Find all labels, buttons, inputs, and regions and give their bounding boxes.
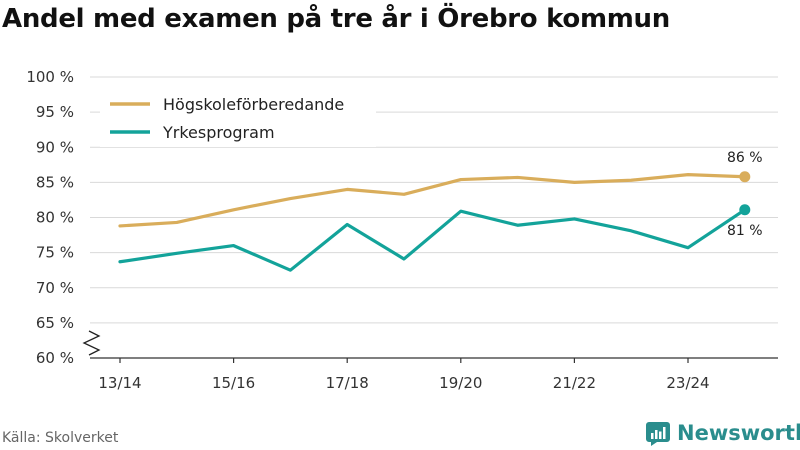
y-tick-label: 80 % xyxy=(36,209,74,227)
legend-label: Yrkesprogram xyxy=(162,123,275,142)
y-tick-label: 85 % xyxy=(36,173,74,191)
end-label-1: 86 % xyxy=(727,150,763,166)
series-endpoint-1 xyxy=(739,171,751,183)
y-tick-label: 70 % xyxy=(36,279,74,297)
legend-background xyxy=(100,87,376,147)
series-endpoint-2 xyxy=(739,204,751,216)
x-tick-label: 13/14 xyxy=(98,374,141,392)
source-note: Källa: Skolverket xyxy=(2,430,119,446)
x-tick-label: 21/22 xyxy=(553,374,596,392)
series-lines xyxy=(118,171,751,272)
end-labels: 86 % 81 % xyxy=(727,150,763,239)
y-tick-label: 65 % xyxy=(36,314,74,332)
series-line-2 xyxy=(118,208,747,272)
series-line-1 xyxy=(118,173,747,228)
newsworthy-logo-icon xyxy=(646,422,670,446)
x-tick-label: 15/16 xyxy=(212,374,255,392)
y-tick-label: 100 % xyxy=(26,68,74,86)
y-tick-label: 75 % xyxy=(36,244,74,262)
legend: Högskoleförberedande Yrkesprogram xyxy=(100,87,376,147)
x-tick-label: 19/20 xyxy=(439,374,482,392)
y-axis: 60 % 65 % 70 % 75 % 80 % 85 % 90 % 95 % 100 % xyxy=(26,68,101,367)
brand: Newsworthy xyxy=(645,420,800,446)
end-label-2: 81 % xyxy=(727,223,763,239)
legend-label: Högskoleförberedande xyxy=(163,95,344,114)
y-tick-label: 60 % xyxy=(36,349,74,367)
brand-name: Newsworthy xyxy=(677,421,800,445)
y-tick-label: 90 % xyxy=(36,138,74,156)
x-tick-label: 23/24 xyxy=(666,374,709,392)
axis-break-icon xyxy=(82,330,101,356)
x-axis: 13/14 15/16 17/18 19/20 21/22 23/24 xyxy=(90,357,778,392)
y-tick-label: 95 % xyxy=(36,103,74,121)
chart-title: Andel med examen på tre år i Örebro komm… xyxy=(2,4,670,34)
x-tick-label: 17/18 xyxy=(326,374,369,392)
